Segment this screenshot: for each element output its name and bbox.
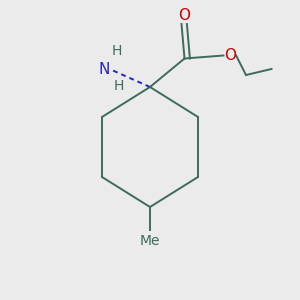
Text: H: H: [112, 44, 122, 58]
Text: Me: Me: [140, 234, 160, 248]
Text: H: H: [114, 79, 124, 92]
Text: O: O: [224, 48, 236, 63]
Text: N: N: [98, 61, 110, 76]
Text: O: O: [178, 8, 190, 23]
